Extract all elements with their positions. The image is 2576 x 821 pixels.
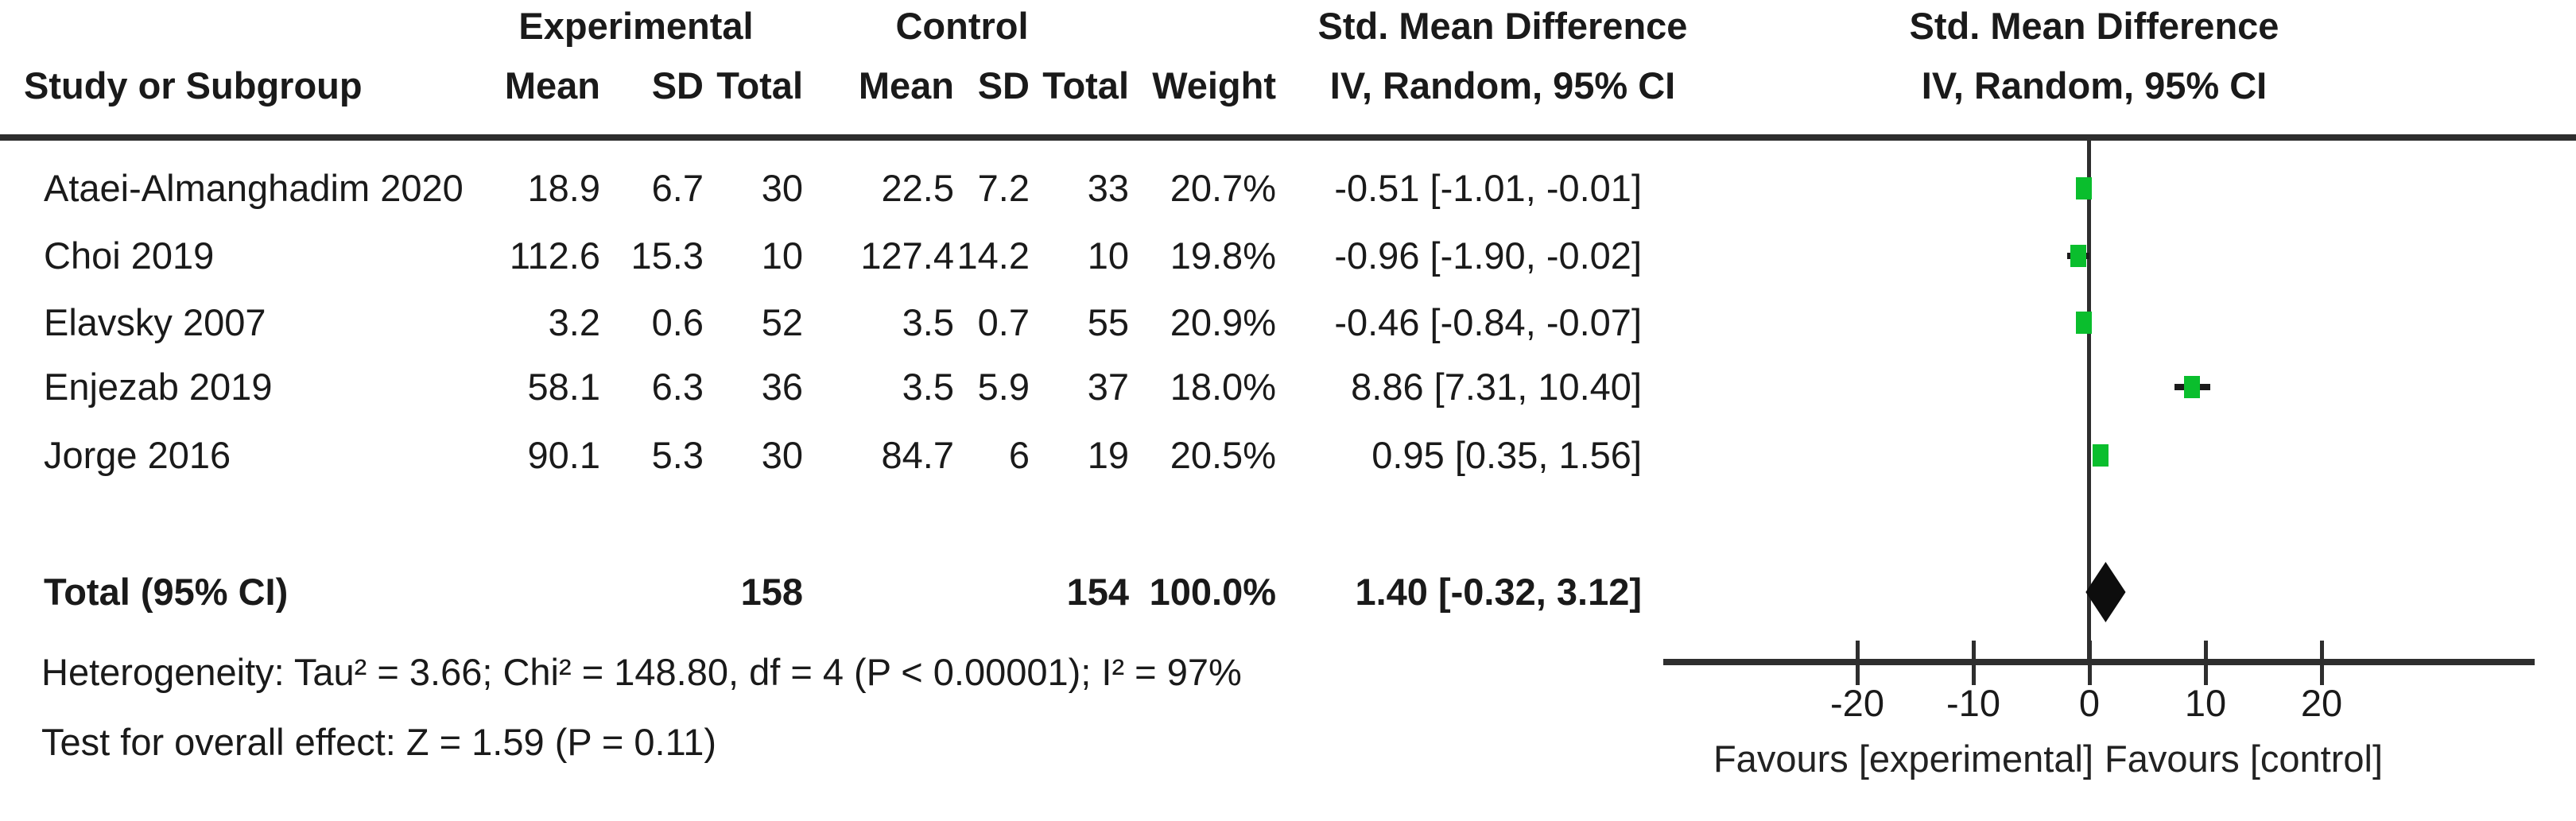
col-header-smd-line2: IV, Random, 95% CI [1329,64,1676,106]
header-rule [0,134,2576,141]
exp-sd-cell: 15.3 [630,234,704,277]
exp-mean-cell: 112.6 [509,234,600,277]
favours-right-label: Favours [control] [2104,738,2384,780]
total-exp-total: 158 [740,571,803,613]
tick-label: 20 [2300,682,2343,724]
overall-effect-note: Test for overall effect: Z = 1.59 (P = 0… [41,721,717,763]
exp-mean-cell: 58.1 [527,366,600,408]
total-weight: 100.0% [1149,571,1276,613]
weight-cell: 20.9% [1170,301,1276,343]
ci-text-cell: 8.86 [7.31, 10.40] [1351,366,1642,408]
col-header-smd-line1: Std. Mean Difference [1317,5,1688,47]
favours-left-label: Favours [experimental] [1713,738,2094,780]
study-name: Ataei-Almanghadim 2020 [44,167,464,209]
col-header-study: Study or Subgroup [24,64,363,106]
col-header-ctl-sd: SD [977,64,1030,106]
heterogeneity-note: Heterogeneity: Tau² = 3.66; Chi² = 148.8… [41,651,1242,693]
ci-text-cell: 0.95 [0.35, 1.56] [1371,434,1642,476]
ctl-total-cell: 10 [1087,234,1129,277]
exp-total-cell: 30 [761,434,803,476]
ctl-mean-cell: 127.4 [860,234,954,277]
total-label: Total (95% CI) [44,571,289,613]
exp-sd-cell: 5.3 [651,434,704,476]
exp-sd-cell: 0.6 [651,301,704,343]
exp-sd-cell: 6.7 [651,167,704,209]
weight-cell: 18.0% [1170,366,1276,408]
exp-mean-cell: 3.2 [548,301,600,343]
ctl-mean-cell: 22.5 [881,167,954,209]
ctl-sd-cell: 0.7 [977,301,1030,343]
study-name: Enjezab 2019 [44,366,273,408]
exp-mean-cell: 18.9 [527,167,600,209]
col-group-experimental: Experimental [518,5,754,47]
study-row: Ataei-Almanghadim 2020 18.9 6.7 30 22.5 … [0,167,2576,210]
ci-text-cell: -0.96 [-1.90, -0.02] [1334,234,1642,277]
weight-cell: 19.8% [1170,234,1276,277]
ctl-sd-cell: 7.2 [977,167,1030,209]
axis-tick [2088,641,2092,685]
study-row: Choi 2019 112.6 15.3 10 127.4 14.2 10 19… [0,234,2576,277]
study-name: Elavsky 2007 [44,301,266,343]
exp-total-cell: 52 [761,301,803,343]
tick-label: -20 [1830,682,1884,724]
plot-header-line2: IV, Random, 95% CI [1921,64,2268,106]
ctl-mean-cell: 3.5 [902,366,954,408]
weight-cell: 20.7% [1170,167,1276,209]
plot-header-line1: Std. Mean Difference [1909,5,2279,47]
zero-line [2087,141,2091,665]
col-header-weight: Weight [1152,64,1276,106]
col-header-exp-total: Total [716,64,803,106]
total-row: Total (95% CI) 158 154 100.0% 1.40 [-0.3… [0,571,2576,614]
total-ci-text: 1.40 [-0.32, 3.12] [1355,571,1642,613]
col-header-exp-sd: SD [651,64,704,106]
study-row: Jorge 2016 90.1 5.3 30 84.7 6 19 20.5% 0… [0,434,2576,477]
axis-tick [1972,641,1976,685]
study-row: Elavsky 2007 3.2 0.6 52 3.5 0.7 55 20.9%… [0,301,2576,344]
exp-sd-cell: 6.3 [651,366,704,408]
exp-total-cell: 10 [761,234,803,277]
study-name: Jorge 2016 [44,434,231,476]
tick-label: 0 [2078,682,2101,724]
ctl-total-cell: 55 [1087,301,1129,343]
axis-tick [1856,641,1860,685]
exp-mean-cell: 90.1 [527,434,600,476]
study-row: Enjezab 2019 58.1 6.3 36 3.5 5.9 37 18.0… [0,366,2576,409]
study-name: Choi 2019 [44,234,215,277]
tick-label: -10 [1946,682,2000,724]
tick-label: 10 [2184,682,2227,724]
ctl-sd-cell: 14.2 [956,234,1030,277]
ctl-mean-cell: 3.5 [902,301,954,343]
col-header-ctl-mean: Mean [858,64,954,106]
ctl-total-cell: 19 [1087,434,1129,476]
axis-tick [2320,641,2324,685]
ctl-mean-cell: 84.7 [881,434,954,476]
ctl-sd-cell: 5.9 [977,366,1030,408]
ctl-sd-cell: 6 [1008,434,1030,476]
x-axis [1663,659,2535,665]
weight-cell: 20.5% [1170,434,1276,476]
axis-tick [2204,641,2208,685]
col-header-exp-mean: Mean [504,64,600,106]
col-group-control: Control [895,5,1029,47]
ci-text-cell: -0.46 [-0.84, -0.07] [1334,301,1642,343]
exp-total-cell: 36 [761,366,803,408]
ctl-total-cell: 33 [1087,167,1129,209]
exp-total-cell: 30 [761,167,803,209]
ci-text-cell: -0.51 [-1.01, -0.01] [1334,167,1642,209]
total-ctl-total: 154 [1066,571,1129,613]
col-header-ctl-total: Total [1042,64,1129,106]
ctl-total-cell: 37 [1087,366,1129,408]
